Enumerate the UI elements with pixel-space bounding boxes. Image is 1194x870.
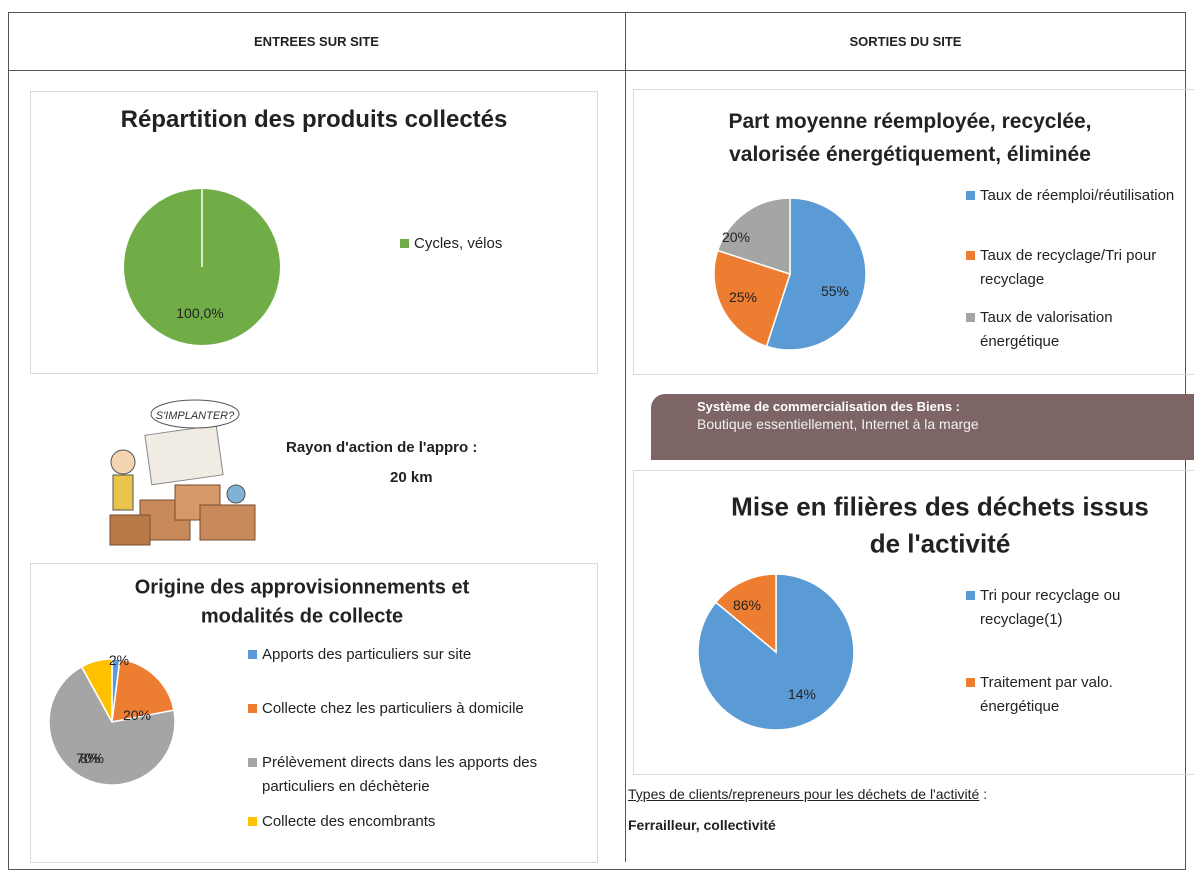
legend-label: Apports des particuliers sur site — [262, 646, 472, 663]
pie-slice — [48, 665, 176, 786]
chart-title: de l'activité — [869, 528, 1011, 559]
legend-marker — [248, 650, 257, 659]
commercialisation-banner — [651, 394, 1194, 460]
legend-marker — [966, 678, 975, 687]
illustration-text: S'IMPLANTER? — [156, 410, 235, 422]
legend-label: Tri pour recyclage ou recyclage(1) — [980, 587, 1121, 628]
data-label: 86% — [732, 597, 762, 613]
data-label: 25% — [728, 289, 758, 305]
data-label: 55% — [820, 283, 850, 299]
legend-label: Taux de valorisation énergétique — [980, 309, 1113, 350]
data-label: 100,0% — [176, 305, 224, 321]
legend-marker — [966, 191, 975, 200]
commercialisation-label: Système de commercialisation des Biens : — [697, 399, 960, 414]
legend-label: Taux de réemploi/réutilisation — [980, 187, 1175, 204]
clients-separator: : — [983, 786, 988, 802]
legend-label: Prélèvement directs dans les apports des… — [262, 754, 538, 795]
chart-title: valorisée énergétiquement, éliminée — [729, 143, 1091, 166]
pie-slice — [111, 658, 175, 723]
chart-title: Mise en filières des déchets issus — [731, 491, 1149, 522]
data-label: 8% — [79, 750, 101, 766]
data-label: 20% — [122, 707, 152, 723]
legend-label: Collecte chez les particuliers à domicil… — [262, 700, 524, 717]
illustration: S'IMPLANTER? — [109, 399, 256, 546]
header-rule — [8, 70, 1186, 71]
data-label: 14% — [787, 686, 817, 702]
pie-slice — [713, 249, 791, 348]
chart-title: Part moyenne réemployée, recyclée, — [728, 110, 1092, 133]
chart-title: Répartition des produits collectés — [120, 106, 508, 133]
legend-marker — [248, 758, 257, 767]
chart-box — [633, 470, 1194, 775]
legend-label: Collecte des encombrants — [262, 813, 436, 830]
legend-marker — [966, 251, 975, 260]
chart-title: Origine des approvisionnements et — [134, 576, 470, 599]
legend-marker — [966, 591, 975, 600]
clients-value: Ferrailleur, collectivité — [628, 817, 776, 833]
chart-box — [633, 89, 1194, 375]
appro-value: 20 km — [390, 469, 433, 486]
legend-label: Traitement par valo. énergétique — [980, 674, 1113, 715]
pie-slice — [716, 197, 791, 276]
legend-marker — [966, 313, 975, 322]
pie-slice — [714, 573, 777, 654]
chart-box — [30, 91, 598, 374]
header-right: SORTIES DU SITE — [849, 34, 962, 49]
data-label: 20% — [721, 229, 751, 245]
data-label: 2% — [108, 652, 130, 668]
pie-slice — [765, 197, 867, 351]
commercialisation-value: Boutique essentiellement, Internet à la … — [697, 416, 979, 432]
clients-label: Types de clients/repreneurs pour les déc… — [628, 786, 980, 802]
legend-marker — [400, 239, 409, 248]
legend-label: Taux de recyclage/Tri pour recyclage — [980, 247, 1157, 288]
chart-title: modalités de collecte — [200, 605, 404, 628]
legend-marker — [248, 704, 257, 713]
header-left: ENTREES SUR SITE — [254, 34, 379, 49]
clients-line: Types de clients/repreneurs pour les déc… — [628, 786, 987, 802]
appro-label: Rayon d'action de l'appro : — [286, 439, 478, 456]
pie-slice — [80, 658, 113, 723]
data-label: 70% — [75, 750, 105, 766]
column-rule — [625, 12, 626, 862]
legend-marker — [248, 817, 257, 826]
legend-label: Cycles, vélos — [414, 235, 503, 252]
